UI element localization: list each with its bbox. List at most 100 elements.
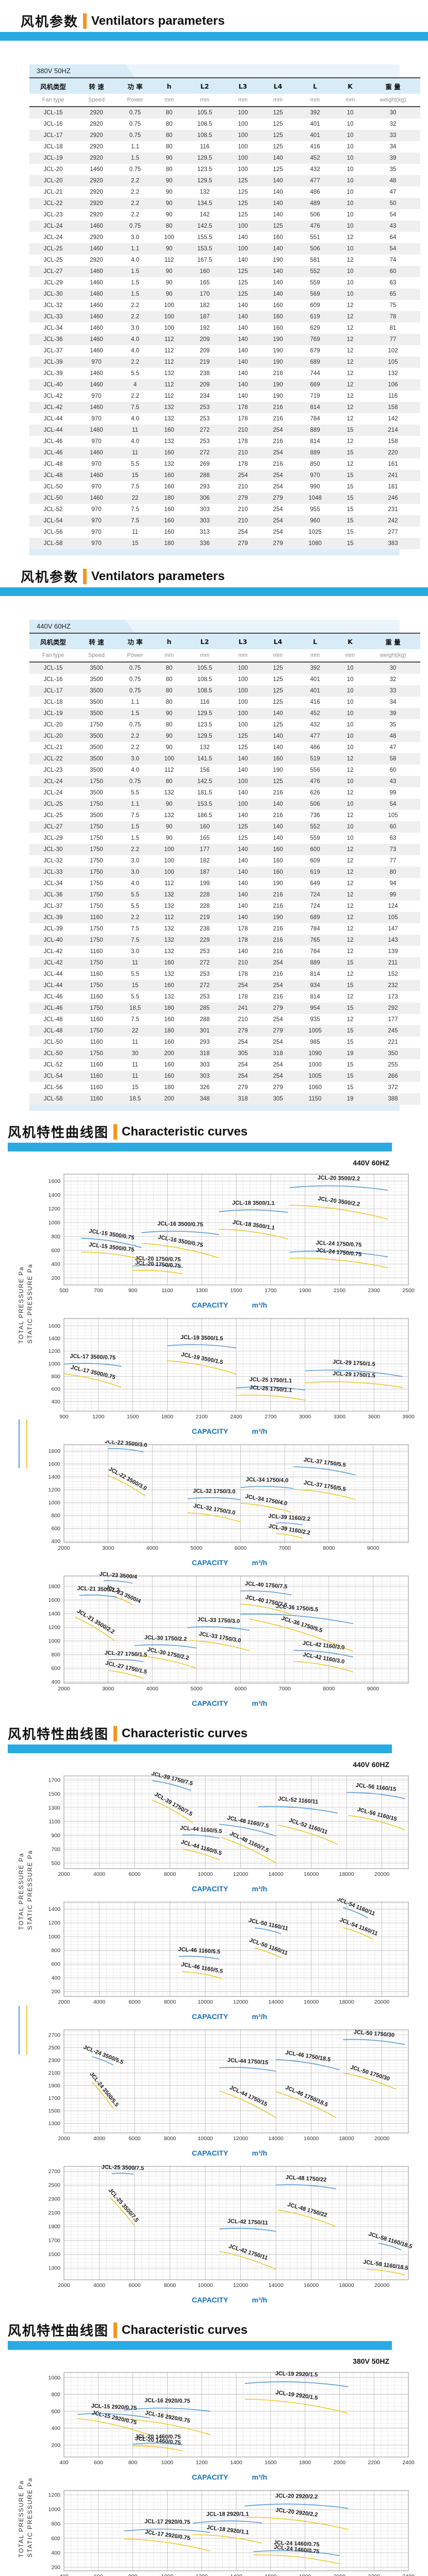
table-cell: 10: [347, 291, 354, 297]
x-tick-label: 2000: [58, 1686, 70, 1692]
static-pressure-line-swatch: [26, 1419, 27, 1468]
total-pressure-curve: [124, 2529, 211, 2533]
static-pressure-curve: [141, 1243, 219, 1259]
x-tick-label: 1200: [92, 1414, 105, 1420]
table-cell: 1460: [90, 325, 103, 331]
table-cell: 15: [347, 518, 354, 524]
voltage-label: 440V 60HZ: [353, 1159, 389, 1167]
curve-label: JCL-46 1160/5.5: [178, 1946, 221, 1955]
table-cell: 279: [238, 1084, 248, 1091]
curve-label: JCL-39 1160/2.2: [268, 1523, 311, 1536]
x-tick-label: 3000: [102, 1686, 114, 1692]
table-row: JCL-46 1160 5.5 132 253 178 216 814 12 173: [29, 991, 420, 1003]
capacity-label: CAPACITY: [191, 1427, 228, 1435]
table-row: JCL-37 1750 5.5 132 228 140 216 724 12 124: [29, 901, 420, 912]
table-row: JCL-46 1750 18,5 180 285 241 279 954 15 292: [29, 1003, 420, 1014]
curve-label: JCL-16 2920/0.75: [144, 2398, 190, 2404]
table-row: JCL-39 970 2.2 112 219 140 190 689 12 105: [29, 357, 420, 368]
table-cell: 125: [273, 144, 283, 150]
table-cell: 180: [164, 1005, 174, 1011]
table-cell: 12: [347, 438, 354, 445]
static-pressure-curve: [276, 1533, 303, 1539]
x-axis-title: CAPACITY m³/h: [31, 1427, 428, 1435]
table-cell: 1000: [308, 1062, 322, 1068]
total-pressure-curve: [378, 2243, 402, 2251]
y-tick-label: 1000: [48, 2506, 61, 2513]
table-cell: 15: [347, 1073, 354, 1079]
table-cell: 10: [347, 178, 354, 184]
table-cell: 288: [200, 472, 210, 479]
curve-label: JCL-24 1750/0.75: [316, 1247, 361, 1258]
table-cell: 100: [238, 155, 248, 161]
header-accent-bar: [113, 1124, 118, 1140]
curve-label: JCL-19 2920/1.5: [275, 2370, 318, 2378]
y-tick-label: 200: [51, 1275, 60, 1281]
total-pressure-label: TOTAL PRESSURE Pa: [18, 1853, 25, 1930]
table-cell: JCL-29: [43, 835, 63, 841]
table-cell: 519: [310, 756, 320, 762]
y-tick-label: 600: [51, 1247, 60, 1253]
table-cell: 63: [389, 280, 397, 286]
table-row: JCL-24 2920 3.0 100 155.5 140 160 551 12 64: [29, 232, 420, 243]
total-pressure-curve: [240, 1614, 354, 1624]
table-cell: 216: [273, 994, 283, 1000]
column-header-cn: 重 量: [385, 82, 401, 91]
table-cell: 11: [132, 1073, 138, 1079]
x-tick-label: 12000: [233, 2136, 248, 2142]
table-cell: 132: [164, 994, 174, 1000]
table-cell: 140: [238, 880, 248, 887]
column-header-cn: 功 率: [127, 82, 143, 91]
table-cell: 477: [310, 733, 320, 739]
y-tick-label: 1400: [48, 1906, 61, 1912]
table-cell: 100: [238, 665, 248, 671]
curve-label: JCL-32 1750/3.0: [193, 1488, 236, 1495]
table-cell: 0.75: [129, 166, 141, 173]
table-cell: 0.75: [129, 132, 141, 139]
table-row: JCL-42 970 2.2 112 234 140 190 719 12 116: [29, 391, 420, 402]
x-tick-label: 8000: [164, 1871, 176, 1877]
table-cell: 210: [238, 427, 248, 433]
table-cell: 192: [200, 325, 210, 331]
static-pressure-curve: [152, 1800, 193, 1823]
table-cell: 125: [238, 178, 248, 184]
table-cell: 669: [310, 382, 320, 388]
table-cell: 303: [200, 1062, 210, 1068]
charts-area: TOTAL PRESSURE Pa STATIC PRESSURE Pa 500…: [0, 1770, 428, 2304]
parameters-table: 风机类型 转 速 功 率 h L2 L3 L4 L K 重 量 Fan type Speed Power…: [29, 633, 420, 1105]
table-cell: 112: [164, 880, 174, 887]
table-cell: 0.75: [129, 110, 141, 116]
static-pressure-curve: [244, 2517, 349, 2530]
table-cell: 160: [200, 824, 210, 830]
table-row: JCL-16 3500 0.75 80 108.5 100 125 401 10 32: [29, 674, 420, 685]
total-pressure-line-swatch: [19, 1419, 20, 1468]
table-cell: 129.5: [197, 178, 212, 184]
capacity-label: CAPACITY: [191, 1699, 228, 1707]
table-cell: 125: [273, 223, 283, 229]
table-row: JCL-50 1750 30 200 318 305 318 1090 19 350: [29, 1048, 420, 1059]
table-row: JCL-23 3500 4.0 112 156 140 190 556 12 60: [29, 765, 420, 776]
table-cell: 210: [238, 960, 248, 966]
table-cell: 279: [273, 540, 283, 547]
table-cell: 452: [310, 710, 320, 717]
table-cell: 147: [388, 926, 398, 932]
table-row: JCL-18 2920 1.1 80 116 100 125 416 10 34: [29, 141, 420, 152]
table-cell: 160: [273, 314, 283, 320]
table-cell: 220: [388, 450, 398, 456]
table-cell: 15: [347, 529, 354, 535]
table-cell: 12: [347, 971, 354, 977]
y-tick-label: 800: [51, 1513, 60, 1519]
header-accent-bar: [83, 13, 87, 29]
table-cell: 255: [388, 1062, 398, 1068]
total-pressure-curve: [276, 2059, 340, 2071]
table-cell: 253: [200, 948, 210, 955]
table-cell: 2920: [90, 178, 103, 184]
static-pressure-curve: [293, 1660, 354, 1672]
table-cell: 105: [388, 914, 398, 921]
table-cell: 11: [132, 1062, 138, 1068]
x-tick-label: 16000: [304, 2282, 319, 2289]
table-cell: 216: [273, 926, 283, 932]
section-content: 440V 60HZ 风机类型 转 速 功 率 h L2 L3 L4 L K 重 量 Fan type S…: [0, 620, 428, 1111]
table-cell: 452: [310, 155, 320, 161]
table-cell: 132: [164, 812, 174, 819]
table-cell: 132: [200, 744, 210, 751]
